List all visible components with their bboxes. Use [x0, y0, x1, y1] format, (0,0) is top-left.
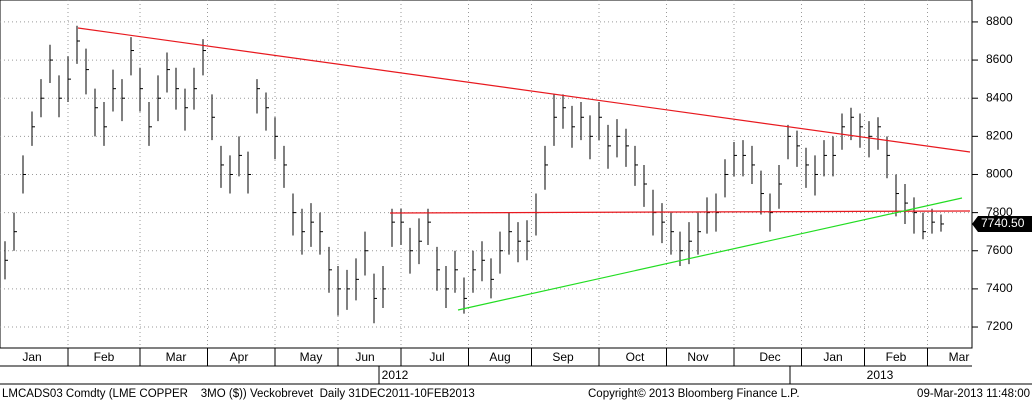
support-line — [389, 210, 971, 214]
year-label: 2013 — [867, 368, 894, 382]
trend-line — [457, 197, 963, 311]
x-tick-label: Apr — [230, 350, 249, 364]
year-label: 2012 — [382, 368, 409, 382]
last-price-label: 7740.50 — [981, 216, 1025, 230]
footer-timestamp: 09-Mar-2013 11:48:00 — [917, 388, 1030, 400]
y-tick-label: 8200 — [986, 129, 1013, 143]
x-tick-label: Sep — [552, 350, 574, 364]
y-tick-label: 7600 — [986, 243, 1013, 257]
x-tick-label: Jan — [22, 350, 41, 364]
x-tick-label: Oct — [626, 350, 645, 364]
bars — [4, 25, 944, 324]
y-tick-label: 8800 — [986, 14, 1013, 28]
y-tick-label: 7400 — [986, 281, 1013, 295]
x-tick-label: Jun — [355, 350, 374, 364]
x-tick-label: Jan — [823, 350, 842, 364]
footer-security: LMCADS03 Comdty (LME COPPER 3MO ($)) Vec… — [2, 388, 475, 400]
plot-area — [0, 0, 973, 349]
trend-line — [77, 27, 971, 153]
y-tick-label: 8000 — [986, 167, 1013, 181]
y-tick-label: 7200 — [986, 319, 1013, 333]
x-tick-label: Aug — [489, 350, 510, 364]
x-tick-label: Feb — [94, 350, 115, 364]
x-tick-label: Dec — [759, 350, 780, 364]
x-tick-label: Feb — [886, 350, 907, 364]
y-tick-label: 7800 — [986, 205, 1013, 219]
x-tick-label: Nov — [687, 350, 708, 364]
y-tick-label: 8600 — [986, 52, 1013, 66]
x-tick-label: May — [300, 350, 323, 364]
x-tick-label: Mar — [949, 350, 970, 364]
footer-copyright: Copyright© 2013 Bloomberg Finance L.P. — [588, 388, 800, 400]
x-tick-label: Mar — [166, 350, 187, 364]
y-tick-label: 8400 — [986, 90, 1013, 104]
x-tick-label: Jul — [429, 350, 444, 364]
last-price-box — [972, 215, 1032, 232]
